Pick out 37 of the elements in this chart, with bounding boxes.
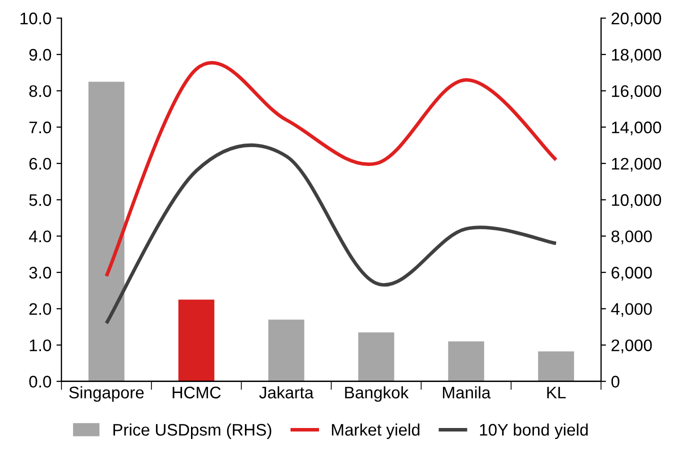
y2-tick-label: 6,000 xyxy=(612,266,652,281)
x-tick-label: Bangkok xyxy=(345,386,409,402)
y2-tick-label: 10,000 xyxy=(612,194,662,208)
y-tick-label: 1.0 xyxy=(30,339,52,352)
y-tick-label: 2.0 xyxy=(29,303,52,315)
y-tick-label: 10.0 xyxy=(20,12,52,24)
legend-label: Price USDpsm (RHS) xyxy=(113,423,272,439)
x-tick-label: KL xyxy=(547,386,566,398)
legend-label: 10Y bond yield xyxy=(480,423,588,439)
y-tick-label: 6.0 xyxy=(29,158,52,170)
y-tick-label: 4.0 xyxy=(28,230,52,242)
bar xyxy=(178,300,214,382)
y2-tick-label: 4,000 xyxy=(611,303,652,317)
x-tick-label: Manila xyxy=(442,386,491,398)
y2-tick-label: 16,000 xyxy=(612,85,662,99)
bar xyxy=(358,332,394,382)
legend-label: Market yield xyxy=(332,423,420,439)
x-tick-label: HCMC xyxy=(172,386,221,398)
bar xyxy=(538,351,574,382)
x-tick-label: Jakarta xyxy=(259,386,314,398)
y2-tick-label: 14,000 xyxy=(612,122,662,136)
y2-tick-label: 0 xyxy=(611,376,620,388)
bar xyxy=(448,341,484,382)
y-tick-label: 8.0 xyxy=(29,85,52,98)
y-tick-label: 5.0 xyxy=(29,194,52,206)
bar xyxy=(88,82,124,382)
y2-tick-label: 18,000 xyxy=(612,48,662,63)
y2-tick-label: 12,000 xyxy=(612,158,662,172)
y-tick-label: 7.0 xyxy=(29,122,52,134)
bar xyxy=(268,320,304,382)
y2-tick-label: 20,000 xyxy=(612,12,662,26)
y2-tick-label: 8,000 xyxy=(611,230,652,244)
y2-tick-label: 2,000 xyxy=(612,339,652,354)
y-tick-label: 3.0 xyxy=(29,266,52,279)
x-tick-label: Singapore xyxy=(69,386,144,402)
y-tick-label: 0.0 xyxy=(29,376,52,388)
y-tick-label: 9.0 xyxy=(29,48,52,61)
